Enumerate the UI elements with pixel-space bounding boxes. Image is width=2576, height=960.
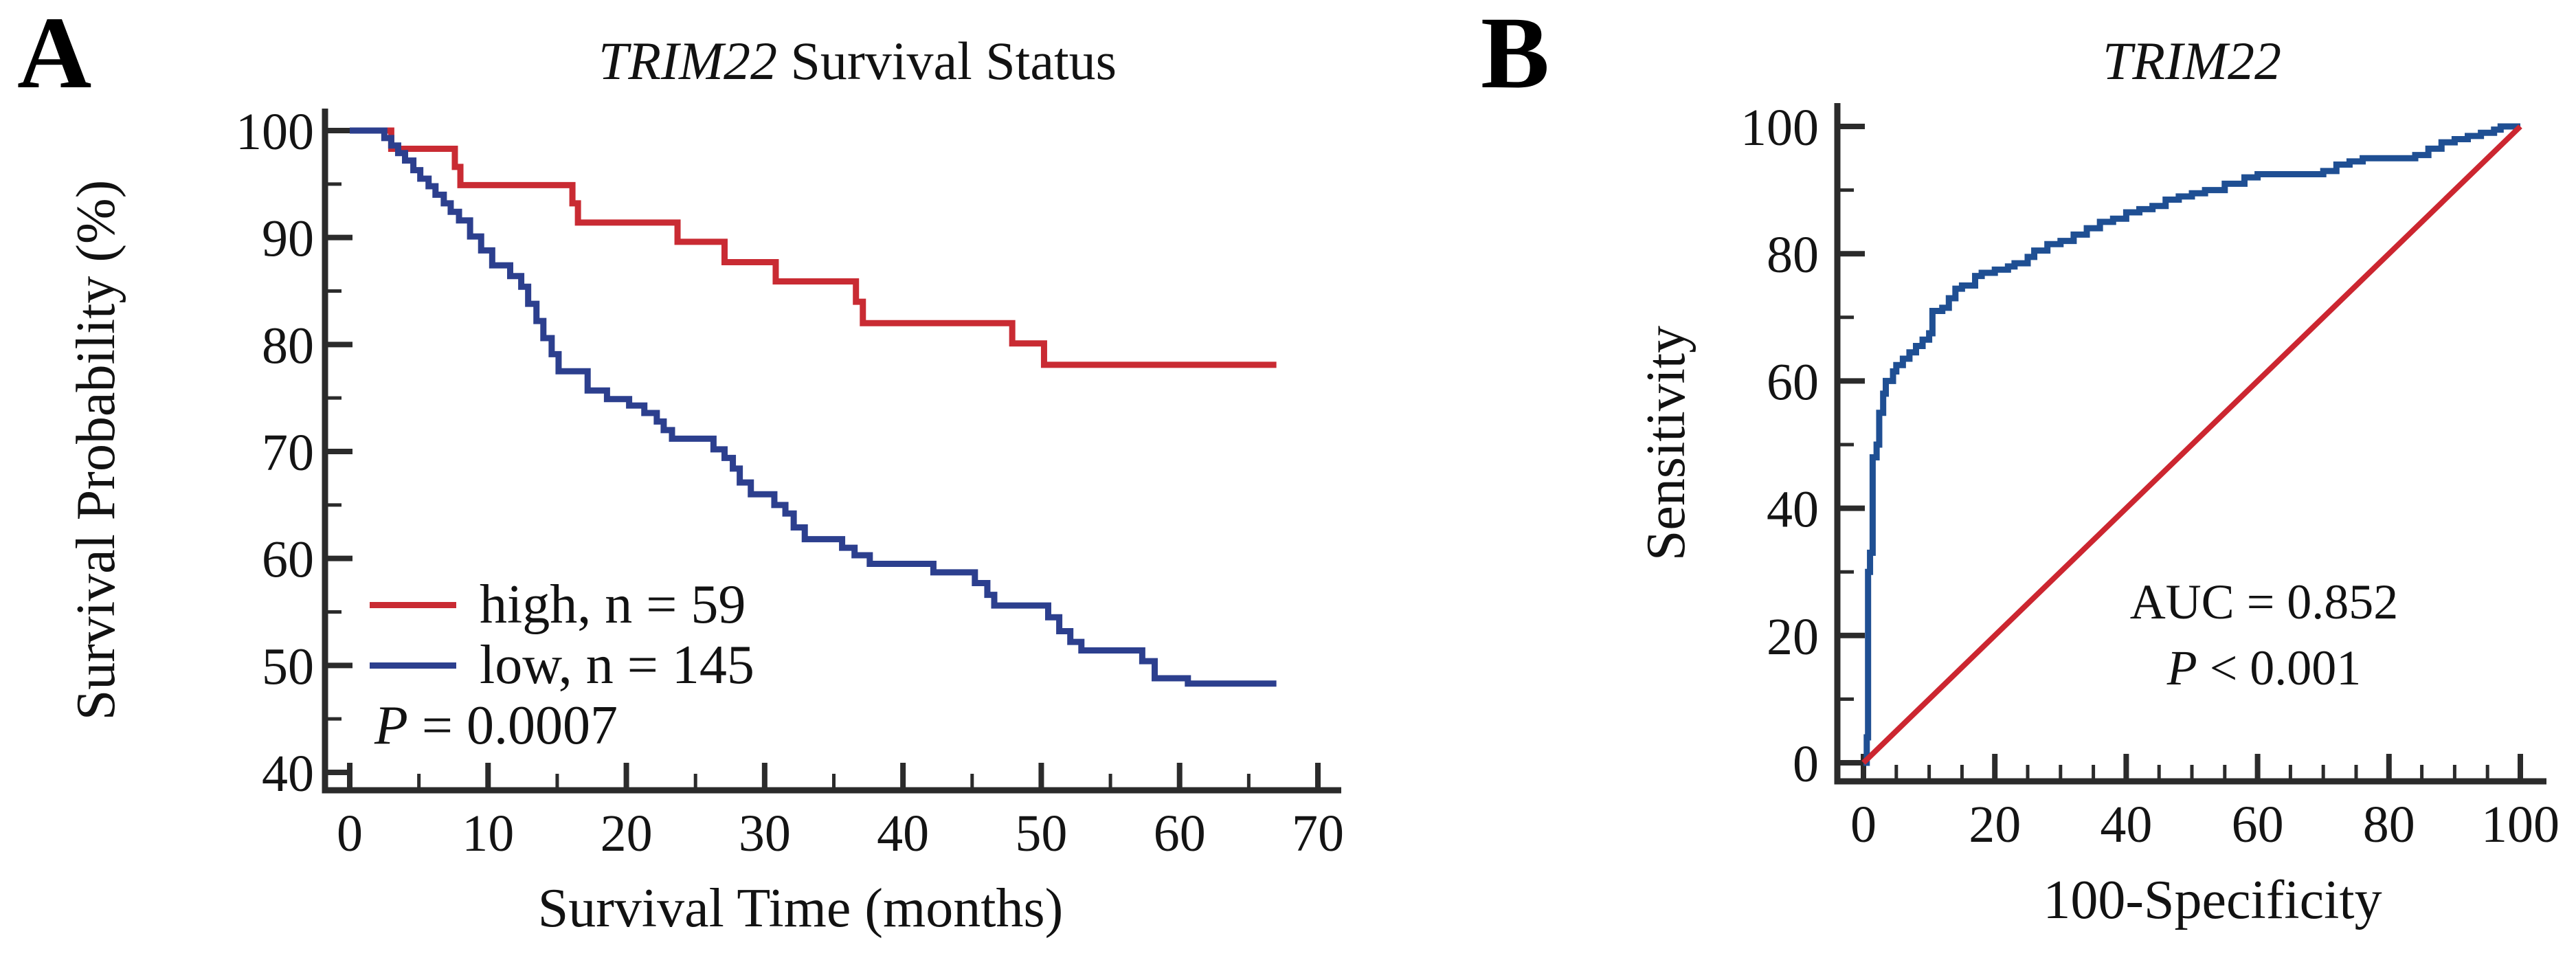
y-tick-label: 70 xyxy=(262,424,314,482)
panel-a-plot: 0 10 20 30 40 50 60 70 40 50 60 70 80 90 100 xyxy=(236,103,1344,862)
panel-a-letter: A xyxy=(17,0,92,110)
y-tick-label: 50 xyxy=(262,638,314,695)
y-tick-label: 90 xyxy=(262,210,314,268)
x-tick-label: 50 xyxy=(1015,805,1067,862)
p-value-line: P < 0.001 xyxy=(2130,635,2399,701)
panel-b-annotation: AUC = 0.852 P < 0.001 xyxy=(2130,569,2399,702)
legend-item-low: low, n = 145 xyxy=(370,638,754,693)
legend-swatch-low xyxy=(370,662,456,669)
panel-a-p-symbol: P xyxy=(374,695,408,756)
panel-b-letter: B xyxy=(1481,0,1550,110)
y-tick-label: 100 xyxy=(236,103,314,161)
x-tick-label: 20 xyxy=(1969,796,2021,853)
km-low-curve xyxy=(350,127,1277,687)
legend-item-high: high, n = 59 xyxy=(370,577,746,632)
p-symbol: P xyxy=(2166,640,2197,696)
x-tick-label: 0 xyxy=(1850,796,1877,853)
y-tick-label: 60 xyxy=(1767,353,1819,411)
y-tick-label: 40 xyxy=(1767,481,1819,539)
legend-label-high: high, n = 59 xyxy=(480,574,746,635)
panel-b-title-gene: TRIM22 xyxy=(2103,31,2281,91)
y-tick-label: 40 xyxy=(262,745,314,803)
panel-a-title-gene: TRIM22 xyxy=(598,31,777,91)
panel-a-y-axis-label: Survival Probability (%) xyxy=(66,179,126,721)
legend-swatch-high xyxy=(370,601,456,608)
x-tick-label: 100 xyxy=(2481,796,2560,853)
x-tick-label: 30 xyxy=(739,805,791,862)
panel-a-p-rest: = 0.0007 xyxy=(407,695,618,756)
x-tick-label: 80 xyxy=(2363,796,2415,853)
reference-line xyxy=(1861,124,2522,765)
panel-a-p-value: P = 0.0007 xyxy=(374,698,618,753)
y-tick-label: 80 xyxy=(262,317,314,375)
x-tick-label: 0 xyxy=(337,805,363,862)
panel-b-plot: 0 20 40 60 80 100 0 20 40 60 80 100 xyxy=(1740,99,2560,853)
panel-a-title: TRIM22 Survival Status xyxy=(598,34,1117,88)
panel-a-title-rest: Survival Status xyxy=(776,31,1117,91)
auc-value: AUC = 0.852 xyxy=(2129,574,2399,629)
panel-b-y-axis-label: Sensitivity xyxy=(1636,325,1696,561)
y-tick-label: 80 xyxy=(1767,226,1819,284)
p-rest: < 0.001 xyxy=(2197,640,2362,696)
x-tick-label: 40 xyxy=(2100,796,2152,853)
panel-b-x-axis-label: 100-Specificity xyxy=(2043,870,2382,930)
panel-b-title: TRIM22 xyxy=(2103,34,2281,88)
y-tick-label: 0 xyxy=(1793,735,1819,793)
x-tick-label: 10 xyxy=(462,805,514,862)
roc-curve xyxy=(1863,123,2520,766)
x-tick-label: 70 xyxy=(1292,805,1344,862)
x-tick-label: 20 xyxy=(601,805,653,862)
y-tick-label: 100 xyxy=(1740,99,1819,157)
x-tick-label: 60 xyxy=(1154,805,1206,862)
y-tick-label: 60 xyxy=(262,531,314,589)
y-tick-label: 20 xyxy=(1767,608,1819,666)
km-high-curve xyxy=(350,127,1277,368)
legend-label-low: low, n = 145 xyxy=(480,635,754,695)
x-tick-label: 40 xyxy=(877,805,929,862)
panel-a-x-axis-label: Survival Time (months) xyxy=(537,878,1064,939)
x-tick-label: 60 xyxy=(2232,796,2284,853)
